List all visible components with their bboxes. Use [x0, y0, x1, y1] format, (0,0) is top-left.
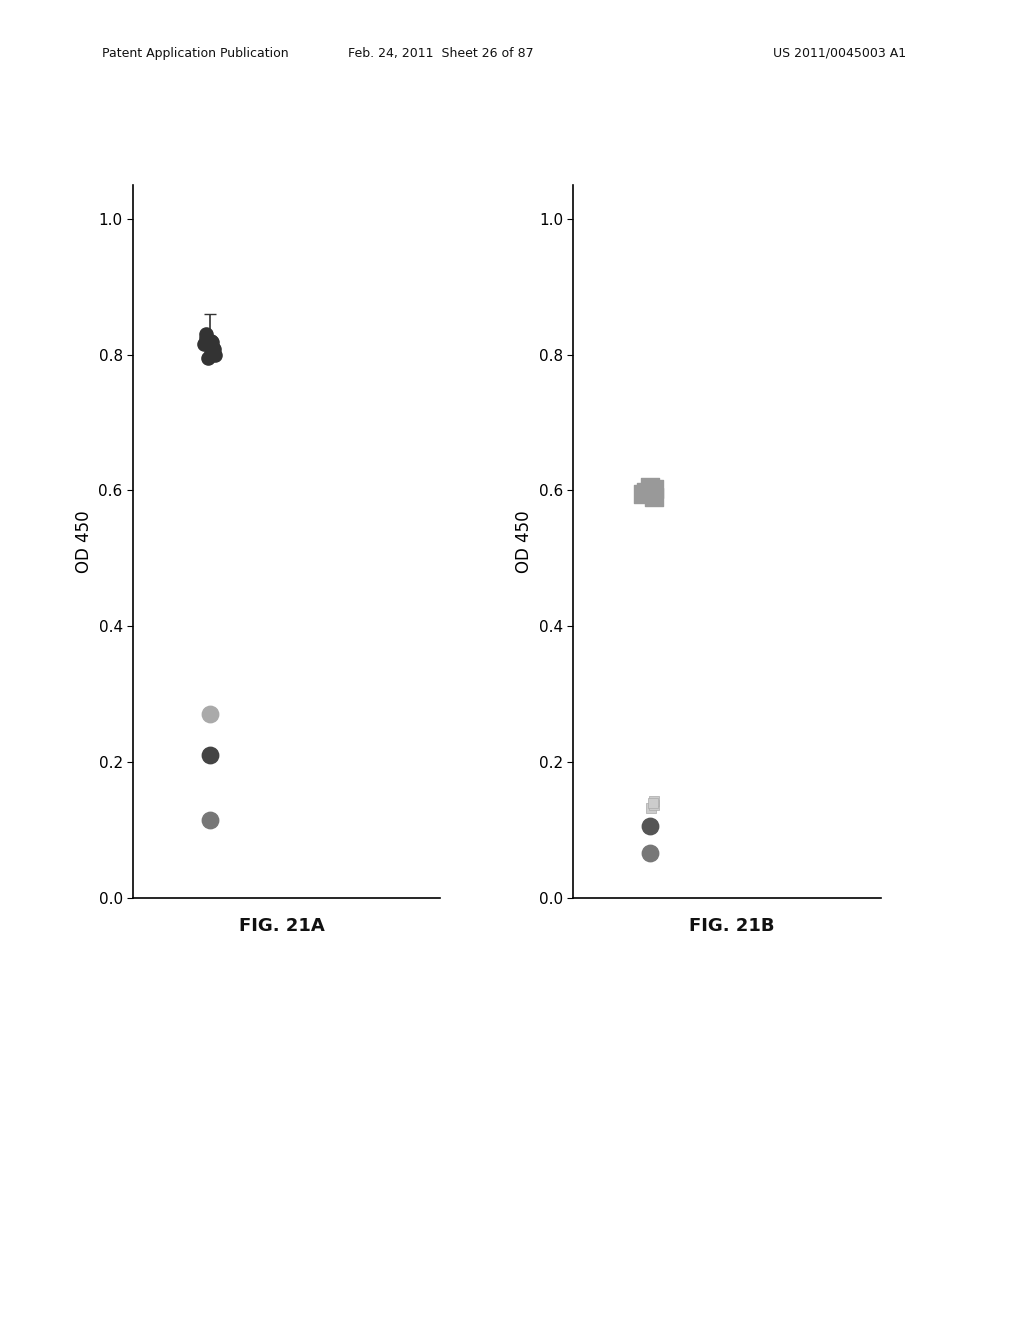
Point	[202, 809, 218, 830]
Point	[204, 331, 220, 352]
Point	[642, 816, 658, 837]
Y-axis label: OD 450: OD 450	[75, 510, 93, 573]
Point	[205, 337, 221, 358]
Point	[643, 797, 659, 818]
Point	[642, 477, 658, 498]
Point	[642, 843, 658, 865]
Point	[646, 487, 663, 508]
Y-axis label: OD 450: OD 450	[515, 510, 534, 573]
Point	[644, 480, 660, 502]
Point	[645, 792, 662, 813]
Point	[638, 482, 654, 503]
Point	[203, 343, 219, 364]
Point	[202, 744, 218, 766]
Point	[206, 338, 222, 359]
Point	[646, 789, 663, 810]
Point	[203, 330, 219, 351]
Point	[646, 478, 663, 499]
Point	[207, 345, 223, 366]
Point	[198, 327, 214, 348]
Point	[646, 795, 663, 816]
Point	[202, 704, 218, 725]
Text: FIG. 21A: FIG. 21A	[239, 916, 325, 935]
Point	[198, 323, 214, 345]
Text: FIG. 21B: FIG. 21B	[689, 916, 775, 935]
Text: US 2011/0045003 A1: US 2011/0045003 A1	[773, 46, 906, 59]
Text: Feb. 24, 2011  Sheet 26 of 87: Feb. 24, 2011 Sheet 26 of 87	[347, 46, 534, 59]
Point	[200, 347, 216, 368]
Point	[197, 334, 213, 355]
Legend: EFL, PEP4, PEP2, PEP3, PEP1, Fcblock: EFL, PEP4, PEP2, PEP3, PEP1, Fcblock	[781, 478, 879, 605]
Text: Patent Application Publication: Patent Application Publication	[102, 46, 289, 59]
Point	[635, 483, 651, 504]
